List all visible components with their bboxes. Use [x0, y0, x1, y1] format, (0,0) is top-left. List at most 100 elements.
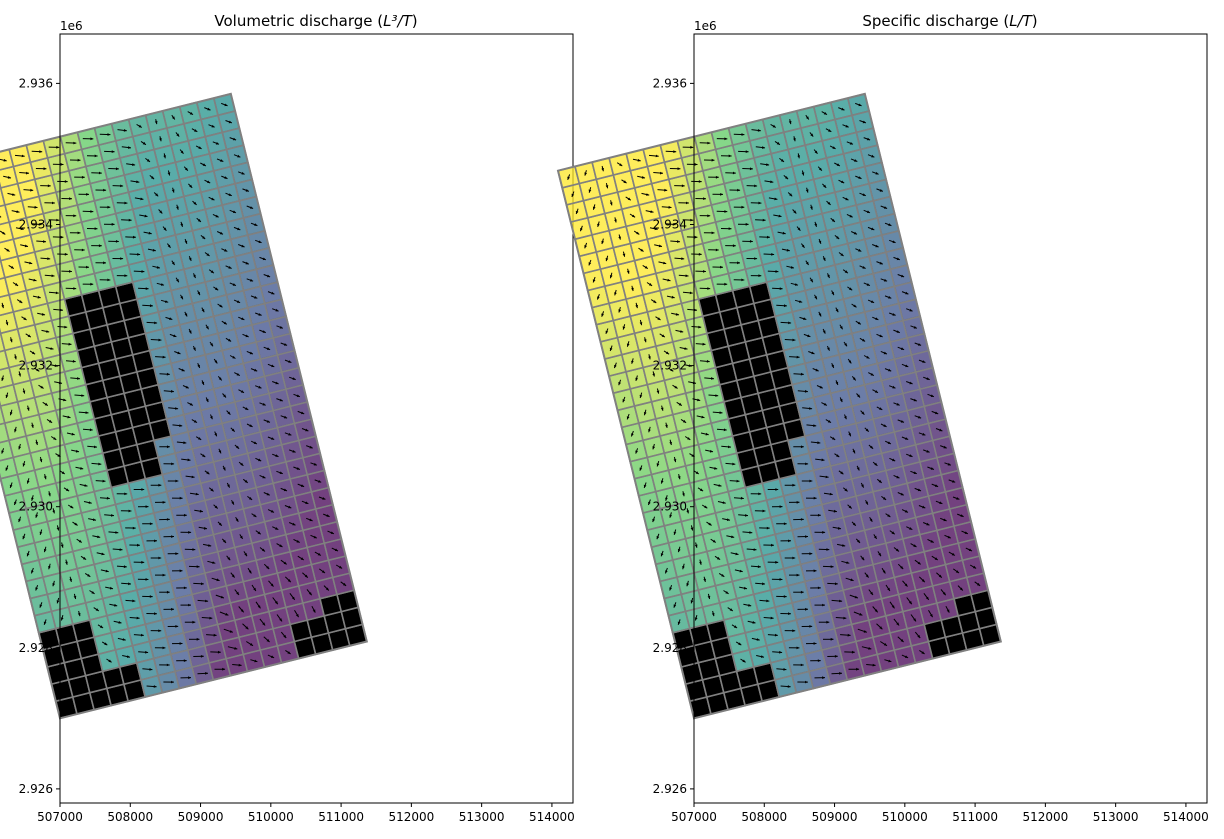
- discharge-arrow-head: [39, 531, 43, 535]
- discharge-arrow-head: [865, 574, 869, 578]
- discharge-arrow-head: [14, 501, 17, 505]
- discharge-arrow-head: [959, 587, 963, 591]
- discharge-arrow-head: [745, 150, 749, 153]
- discharge-arrow-head: [879, 626, 883, 630]
- discharge-arrow-head: [322, 497, 326, 500]
- discharge-arrow-head: [832, 437, 836, 440]
- discharge-arrow-head: [38, 223, 42, 226]
- discharge-arrow-head: [86, 193, 89, 196]
- specific-discharge-panel: Specific discharge (L/T) 1e6 507000 50800…: [556, 12, 1209, 824]
- discharge-arrow-head: [677, 167, 681, 171]
- discharge-arrow-head: [658, 244, 662, 248]
- discharge-arrow-head: [652, 518, 655, 523]
- discharge-arrow-head: [715, 248, 719, 252]
- discharge-arrow-head: [836, 163, 840, 166]
- discharge-arrow-head: [951, 552, 955, 556]
- discharge-arrow-head: [205, 398, 209, 403]
- discharge-arrow-head: [843, 616, 847, 620]
- discharge-arrow-head: [682, 419, 687, 423]
- discharge-arrow-head: [771, 543, 774, 547]
- discharge-arrow-head: [94, 445, 97, 449]
- discharge-arrow-head: [188, 257, 192, 261]
- discharge-arrow-head: [183, 441, 187, 445]
- discharge-arrow-head: [183, 513, 187, 517]
- discharge-arrow-head: [275, 308, 279, 312]
- discharge-arrow-head: [193, 201, 197, 205]
- discharge-arrow-head: [871, 154, 875, 158]
- discharge-arrow-head: [258, 240, 262, 243]
- discharge-arrow-head: [192, 548, 196, 551]
- discharge-arrow-head: [156, 266, 160, 269]
- x-axis-ticks: 507000 508000 509000 510000 511000 512000 5130…: [37, 803, 575, 824]
- discharge-arrow-head: [780, 159, 784, 162]
- discharge-arrow-head: [292, 522, 296, 526]
- discharge-arrow-head: [90, 282, 94, 286]
- discharge-arrow-head: [942, 592, 946, 596]
- discharge-arrow-head: [665, 497, 668, 501]
- discharge-arrow-head: [665, 424, 668, 428]
- discharge-arrow-head: [266, 566, 270, 569]
- discharge-arrow-head: [865, 428, 869, 432]
- discharge-arrow-head: [601, 168, 604, 172]
- discharge-arrow-head: [905, 437, 909, 440]
- discharge-arrow-head: [253, 441, 257, 444]
- discharge-arrow-head: [908, 601, 912, 605]
- discharge-arrow-head: [872, 663, 876, 667]
- discharge-arrow-head: [215, 287, 219, 291]
- discharge-arrow-head: [861, 557, 865, 561]
- discharge-arrow-head: [836, 236, 840, 239]
- discharge-arrow-head: [209, 616, 213, 620]
- discharge-arrow-head: [783, 304, 787, 308]
- discharge-arrow-head: [39, 604, 43, 608]
- discharge-arrow-head: [195, 492, 199, 496]
- discharge-arrow-head: [27, 334, 31, 338]
- discharge-arrow-head: [848, 505, 852, 509]
- discharge-arrow-head: [793, 138, 796, 142]
- discharge-arrow-head: [854, 595, 858, 599]
- discharge-arrow-head: [257, 531, 261, 535]
- discharge-arrow-head: [857, 539, 860, 543]
- discharge-arrow-head: [850, 578, 854, 582]
- discharge-arrow-head: [844, 488, 848, 492]
- discharge-arrow-head: [309, 445, 313, 449]
- discharge-arrow-head: [271, 437, 275, 440]
- discharge-arrow-head: [197, 219, 201, 222]
- discharge-arrow-head: [271, 291, 275, 295]
- discharge-arrow-head: [680, 330, 684, 333]
- x-tick-label: 508000: [741, 810, 787, 824]
- discharge-arrow-head: [832, 146, 836, 149]
- discharge-arrow-head: [960, 514, 964, 517]
- discharge-arrow-head: [900, 347, 905, 350]
- discharge-arrow-head: [279, 326, 283, 329]
- discharge-arrow-head: [236, 373, 240, 376]
- discharge-arrow-head: [879, 407, 883, 410]
- discharge-arrow-head: [267, 274, 271, 278]
- discharge-arrow-head: [202, 163, 206, 166]
- discharge-arrow-head: [56, 145, 60, 149]
- discharge-arrow-head: [41, 313, 45, 316]
- discharge-arrow-head: [762, 218, 766, 222]
- discharge-arrow-head: [145, 650, 149, 654]
- discharge-arrow-head: [668, 205, 672, 209]
- discharge-arrow-head: [193, 274, 196, 278]
- discharge-arrow-head: [792, 629, 796, 633]
- discharge-arrow-head: [87, 574, 91, 577]
- discharge-arrow-head: [882, 497, 887, 500]
- discharge-arrow-head: [227, 484, 230, 488]
- discharge-arrow-head: [618, 236, 621, 240]
- discharge-arrow-head: [245, 334, 249, 338]
- discharge-arrow-head: [141, 270, 145, 273]
- discharge-arrow-head: [162, 355, 166, 359]
- discharge-arrow-head: [140, 633, 144, 637]
- x-tick-label: 514000: [1163, 810, 1209, 824]
- discharge-arrow-head: [648, 283, 653, 286]
- discharge-arrow-head: [862, 193, 866, 196]
- discharge-arrow-head: [844, 416, 847, 420]
- discharge-arrow-head: [89, 428, 93, 432]
- discharge-arrow-head: [188, 603, 191, 607]
- discharge-arrow-head: [124, 274, 128, 277]
- discharge-arrow-head: [9, 339, 13, 343]
- discharge-arrow-head: [652, 373, 655, 377]
- discharge-arrow-head: [34, 205, 38, 209]
- discharge-arrow-head: [718, 484, 722, 487]
